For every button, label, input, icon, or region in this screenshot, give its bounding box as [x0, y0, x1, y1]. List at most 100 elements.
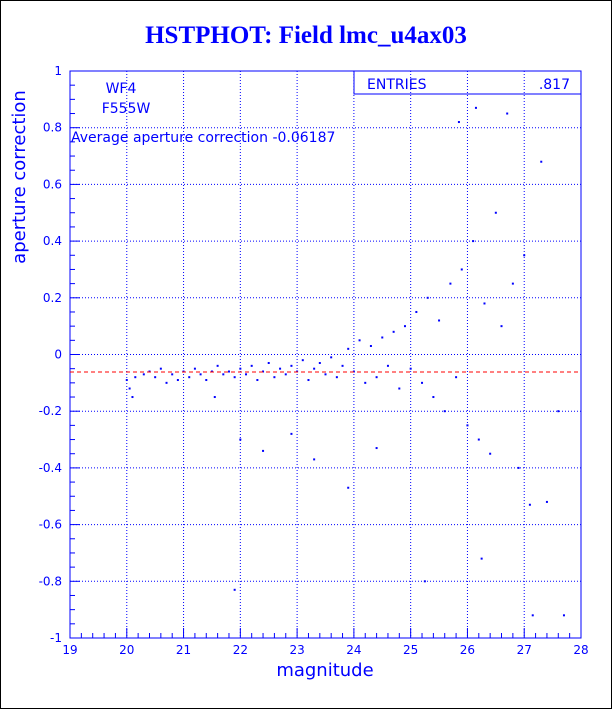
x-tick-label: 25: [403, 643, 418, 657]
y-axis-label: aperture correction: [9, 90, 30, 264]
data-point: [540, 160, 543, 163]
y-tick-label: 0: [54, 348, 62, 362]
data-point: [511, 282, 514, 285]
filter-label: F555W: [102, 101, 151, 117]
data-point: [193, 367, 196, 370]
x-tick-label: 24: [346, 643, 361, 657]
x-tick-label: 28: [573, 643, 588, 657]
grid-lines: [70, 71, 581, 638]
data-point: [557, 410, 560, 413]
data-point: [176, 379, 179, 382]
data-point: [318, 362, 321, 365]
data-point: [483, 302, 486, 305]
data-point: [415, 310, 418, 313]
data-point: [403, 325, 406, 328]
data-point: [523, 254, 526, 257]
data-point: [284, 373, 287, 376]
data-point: [222, 373, 225, 376]
data-point: [392, 330, 395, 333]
data-point: [134, 376, 137, 379]
data-point: [330, 356, 333, 359]
data-point: [375, 447, 378, 450]
data-point: [227, 370, 230, 373]
data-point: [531, 614, 534, 617]
data-point: [313, 458, 316, 461]
data-point: [245, 373, 248, 376]
data-point: [528, 503, 531, 506]
data-point: [466, 424, 469, 427]
data-point: [386, 364, 389, 367]
data-point: [273, 376, 276, 379]
chip-label: WF4: [106, 81, 137, 97]
data-point: [494, 211, 497, 214]
entries-label: ENTRIES: [367, 77, 427, 93]
data-point: [142, 373, 145, 376]
data-point: [233, 588, 236, 591]
data-point: [171, 373, 174, 376]
y-tick-label: 0.2: [43, 291, 62, 305]
x-tick-label: 21: [176, 643, 191, 657]
data-point: [506, 112, 509, 115]
data-point: [262, 370, 265, 373]
data-point: [125, 379, 128, 382]
data-point: [210, 370, 213, 373]
data-point: [128, 387, 131, 390]
data-point: [250, 364, 253, 367]
y-tick-label: 0.8: [43, 121, 62, 135]
data-point: [233, 376, 236, 379]
data-point: [480, 557, 483, 560]
data-point: [301, 359, 304, 362]
data-point: [131, 396, 134, 399]
data-point: [347, 347, 350, 350]
data-point: [267, 362, 270, 365]
data-point: [562, 614, 565, 617]
data-point: [449, 282, 452, 285]
entries-value: .817: [539, 77, 570, 93]
data-point: [216, 364, 219, 367]
data-point: [500, 325, 503, 328]
data-point: [443, 410, 446, 413]
data-point: [438, 319, 441, 322]
data-point: [165, 381, 168, 384]
data-point: [489, 452, 492, 455]
data-point: [279, 367, 282, 370]
x-axis-label: magnitude: [276, 660, 373, 681]
data-point: [352, 370, 355, 373]
x-tick-label: 22: [233, 643, 248, 657]
x-tick-label: 20: [119, 643, 134, 657]
data-point: [517, 466, 520, 469]
chart-title: HSTPHOT: Field lmc_u4ax03: [145, 22, 467, 49]
data-point: [239, 438, 242, 441]
y-tick-label: 0.6: [43, 177, 62, 191]
data-point: [154, 376, 157, 379]
data-point: [290, 432, 293, 435]
data-point: [460, 268, 463, 271]
data-point: [324, 373, 327, 376]
data-point: [148, 370, 151, 373]
y-tick-label: -0.4: [39, 461, 62, 475]
data-point: [474, 106, 477, 109]
data-point: [369, 344, 372, 347]
x-tick-label: 19: [62, 643, 77, 657]
y-tick-label: 0.4: [43, 234, 62, 248]
y-tick-label: 1: [54, 64, 62, 78]
data-point: [256, 379, 259, 382]
data-point: [457, 121, 460, 124]
data-point: [364, 381, 367, 384]
x-tick-label: 23: [289, 643, 304, 657]
data-point: [313, 367, 316, 370]
y-tick-label: -0.8: [39, 574, 62, 588]
stats-box: [353, 70, 582, 95]
data-point: [296, 370, 299, 373]
y-tick-label: -1: [50, 631, 62, 645]
data-point: [239, 367, 242, 370]
data-point: [358, 339, 361, 342]
data-point: [335, 376, 338, 379]
data-point: [432, 396, 435, 399]
data-point: [472, 240, 475, 243]
x-tick-label: 26: [460, 643, 475, 657]
data-point: [423, 580, 426, 583]
x-tick-label: 27: [517, 643, 532, 657]
data-point: [455, 376, 458, 379]
data-point: [421, 381, 424, 384]
